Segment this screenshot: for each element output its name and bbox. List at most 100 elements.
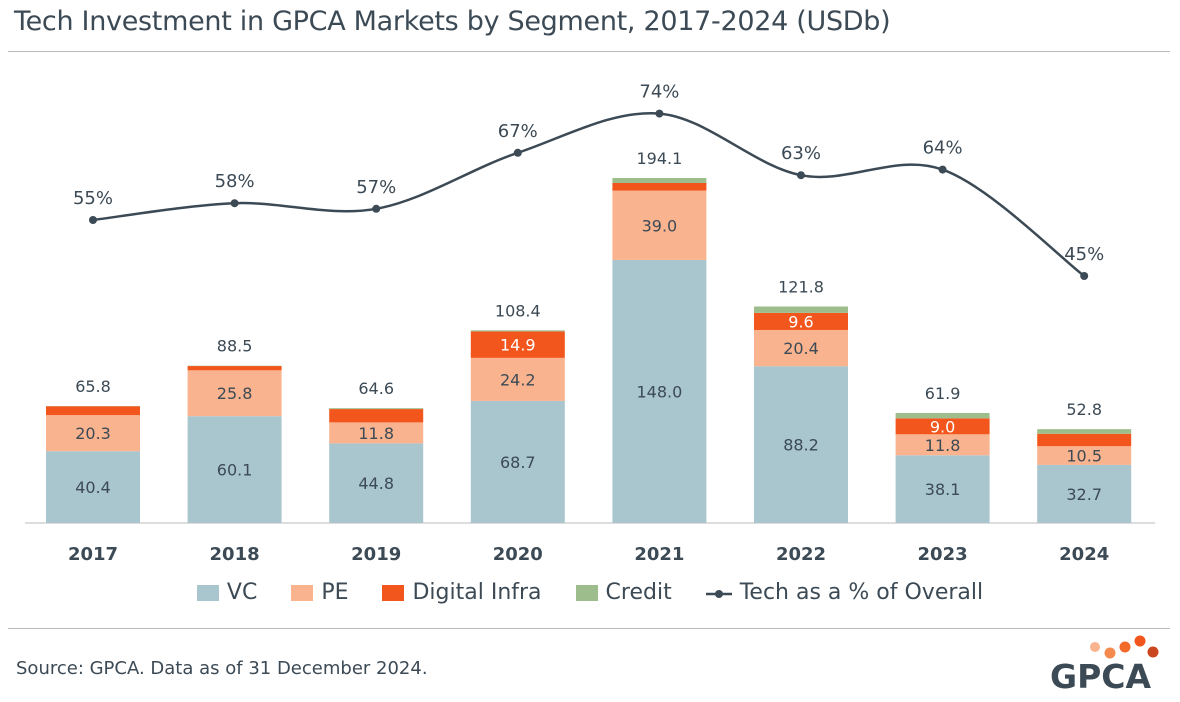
bar-pe-2023 bbox=[895, 434, 990, 456]
bar-digital-infra-2022 bbox=[754, 312, 848, 330]
bar-digital-infra-2019 bbox=[329, 409, 424, 423]
tech-share-label: 55% bbox=[73, 188, 113, 209]
tech-share-label: 45% bbox=[1064, 244, 1104, 265]
bar-digital-infra-2020 bbox=[470, 331, 565, 358]
total-label: 108.4 bbox=[495, 301, 541, 320]
total-label: 64.6 bbox=[358, 379, 394, 398]
legend-swatch bbox=[291, 584, 314, 601]
tech-share-point bbox=[1080, 272, 1089, 280]
data-label: 20.4 bbox=[783, 339, 819, 358]
total-label: 52.8 bbox=[1066, 400, 1102, 419]
x-tick-label: 2022 bbox=[776, 544, 826, 565]
title-divider bbox=[8, 51, 1170, 52]
legend-swatch bbox=[196, 584, 219, 601]
legend-item: VC bbox=[196, 580, 258, 605]
bar-credit-2024 bbox=[1037, 429, 1132, 434]
legend-label: VC bbox=[226, 580, 258, 605]
legend-item: Digital Infra bbox=[382, 580, 542, 605]
legend-item: Tech as a % of Overall bbox=[705, 580, 984, 605]
bar-pe-2022 bbox=[754, 329, 848, 367]
total-label: 61.9 bbox=[925, 384, 961, 403]
tech-share-point bbox=[655, 109, 664, 118]
legend-label: Digital Infra bbox=[412, 580, 542, 605]
bar-vc-2023 bbox=[895, 455, 990, 523]
gpca-logo: GPCA bbox=[1050, 635, 1159, 695]
x-tick-label: 2021 bbox=[634, 544, 684, 565]
data-label: 148.0 bbox=[636, 382, 682, 401]
data-label: 39.0 bbox=[642, 216, 678, 235]
bar-vc-2020 bbox=[470, 400, 565, 523]
tech-share-point bbox=[938, 165, 947, 174]
tech-share-line bbox=[92, 112, 1085, 277]
tech-share-point bbox=[513, 148, 522, 157]
data-label: 40.4 bbox=[75, 478, 111, 497]
x-tick-label: 2017 bbox=[68, 544, 118, 565]
chart-legend: VC PE Digital Infra Credit Tech as a % of Ov… bbox=[0, 580, 1180, 605]
bar-pe-2018 bbox=[187, 370, 282, 417]
bar-pe-2024 bbox=[1037, 446, 1132, 465]
total-label: 121.8 bbox=[778, 278, 824, 297]
bar-vc-2017 bbox=[46, 451, 140, 523]
tech-share-label: 63% bbox=[781, 143, 821, 164]
bar-digital-infra-2021 bbox=[612, 182, 707, 191]
legend-swatch bbox=[382, 584, 405, 601]
legend-swatch bbox=[575, 584, 598, 601]
tech-share-label: 67% bbox=[498, 121, 538, 142]
bar-credit-2021 bbox=[612, 178, 707, 183]
data-label: 25.8 bbox=[217, 384, 253, 403]
legend-label: Credit bbox=[605, 580, 672, 605]
tech-share-point bbox=[230, 199, 239, 208]
bar-vc-2018 bbox=[187, 416, 282, 523]
bar-credit-2022 bbox=[754, 306, 848, 313]
x-tick-label: 2020 bbox=[493, 544, 543, 565]
bar-pe-2020 bbox=[470, 357, 565, 401]
bar-vc-2024 bbox=[1037, 464, 1132, 523]
x-tick-label: 2018 bbox=[210, 544, 260, 565]
bar-digital-infra-2023 bbox=[895, 418, 990, 435]
bar-credit-2020 bbox=[470, 330, 565, 332]
data-label: 9.6 bbox=[788, 312, 813, 331]
x-tick-label: 2019 bbox=[351, 544, 401, 565]
legend-label: Tech as a % of Overall bbox=[739, 580, 984, 605]
chart-plot: 40.4 20.3 65.8 2017 60.1 25.8 88.5 2018 44.8 11.8… bbox=[25, 82, 1155, 565]
tech-share-label: 64% bbox=[923, 138, 963, 159]
bar-digital-infra-2018 bbox=[187, 366, 282, 371]
data-label: 11.8 bbox=[925, 436, 961, 455]
total-label: 65.8 bbox=[75, 377, 111, 396]
footer-divider bbox=[8, 628, 1170, 629]
legend-line-marker bbox=[705, 580, 732, 605]
total-label: 194.1 bbox=[636, 149, 682, 168]
bar-digital-infra-2024 bbox=[1037, 433, 1132, 447]
data-label: 38.1 bbox=[925, 480, 961, 499]
x-tick-label: 2024 bbox=[1059, 544, 1109, 565]
bar-vc-2021 bbox=[612, 259, 707, 523]
tech-share-label: 58% bbox=[215, 171, 255, 192]
tech-share-label: 74% bbox=[639, 82, 679, 103]
data-label: 20.3 bbox=[75, 424, 111, 443]
bar-vc-2022 bbox=[754, 366, 848, 523]
chart-title: Tech Investment in GPCA Markets by Segme… bbox=[14, 6, 891, 37]
data-label: 44.8 bbox=[358, 474, 394, 493]
bar-digital-infra-2017 bbox=[46, 406, 140, 416]
bar-credit-2023 bbox=[895, 412, 990, 419]
legend-item: Credit bbox=[575, 580, 672, 605]
source-note: Source: GPCA. Data as of 31 December 202… bbox=[16, 658, 428, 679]
total-label: 88.5 bbox=[217, 337, 253, 356]
bar-vc-2019 bbox=[329, 443, 424, 523]
data-label: 11.8 bbox=[358, 424, 394, 443]
tech-share-point bbox=[89, 216, 97, 224]
data-label: 88.2 bbox=[783, 436, 819, 455]
data-label: 10.5 bbox=[1066, 447, 1102, 466]
legend-item: PE bbox=[291, 580, 348, 605]
tech-share-point bbox=[372, 204, 381, 213]
tech-share-label: 57% bbox=[356, 177, 396, 198]
data-label: 68.7 bbox=[500, 453, 536, 472]
data-label: 60.1 bbox=[217, 461, 253, 480]
x-tick-label: 2023 bbox=[918, 544, 968, 565]
data-label: 14.9 bbox=[500, 336, 536, 355]
data-label: 24.2 bbox=[500, 370, 536, 389]
bar-pe-2019 bbox=[329, 422, 424, 444]
data-label: 9.0 bbox=[930, 417, 955, 436]
tech-share-point bbox=[797, 171, 805, 180]
bar-pe-2017 bbox=[46, 415, 140, 452]
